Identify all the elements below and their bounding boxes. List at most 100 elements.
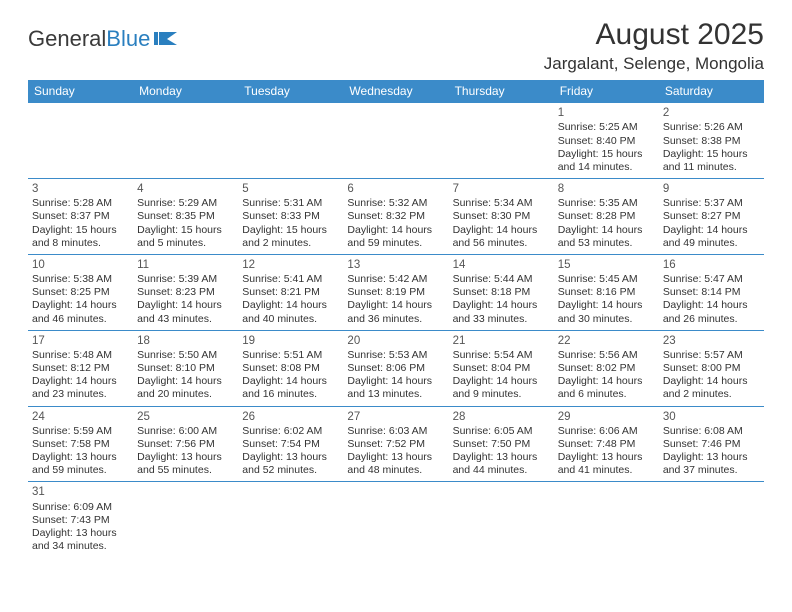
sunset-line: Sunset: 8:40 PM <box>558 135 655 148</box>
sunset-line: Sunset: 8:23 PM <box>137 286 234 299</box>
sunrise-line: Sunrise: 5:32 AM <box>347 197 444 210</box>
day-number: 17 <box>32 334 129 348</box>
daylight-line: Daylight: 14 hours and 40 minutes. <box>242 299 339 325</box>
day-cell: 18Sunrise: 5:50 AMSunset: 8:10 PMDayligh… <box>133 331 238 406</box>
day-header: Monday <box>133 80 238 103</box>
daylight-line: Daylight: 14 hours and 53 minutes. <box>558 224 655 250</box>
sunset-line: Sunset: 8:35 PM <box>137 210 234 223</box>
day-number: 19 <box>242 334 339 348</box>
day-number: 15 <box>558 258 655 272</box>
day-number: 23 <box>663 334 760 348</box>
day-cell: 25Sunrise: 6:00 AMSunset: 7:56 PMDayligh… <box>133 407 238 482</box>
daylight-line: Daylight: 14 hours and 56 minutes. <box>453 224 550 250</box>
empty-cell <box>238 103 343 178</box>
daylight-line: Daylight: 14 hours and 59 minutes. <box>347 224 444 250</box>
sunrise-line: Sunrise: 6:06 AM <box>558 425 655 438</box>
sunrise-line: Sunrise: 5:56 AM <box>558 349 655 362</box>
empty-cell <box>28 103 133 178</box>
day-number: 29 <box>558 410 655 424</box>
sunset-line: Sunset: 7:56 PM <box>137 438 234 451</box>
day-number: 8 <box>558 182 655 196</box>
sunrise-line: Sunrise: 5:35 AM <box>558 197 655 210</box>
empty-cell <box>133 103 238 178</box>
day-cell: 5Sunrise: 5:31 AMSunset: 8:33 PMDaylight… <box>238 179 343 254</box>
sunrise-line: Sunrise: 6:00 AM <box>137 425 234 438</box>
daylight-line: Daylight: 14 hours and 9 minutes. <box>453 375 550 401</box>
sunrise-line: Sunrise: 5:39 AM <box>137 273 234 286</box>
day-cell: 20Sunrise: 5:53 AMSunset: 8:06 PMDayligh… <box>343 331 448 406</box>
sunset-line: Sunset: 8:33 PM <box>242 210 339 223</box>
daylight-line: Daylight: 15 hours and 2 minutes. <box>242 224 339 250</box>
day-number: 7 <box>453 182 550 196</box>
day-number: 4 <box>137 182 234 196</box>
day-cell: 3Sunrise: 5:28 AMSunset: 8:37 PMDaylight… <box>28 179 133 254</box>
sunset-line: Sunset: 7:50 PM <box>453 438 550 451</box>
daylight-line: Daylight: 15 hours and 11 minutes. <box>663 148 760 174</box>
week-row: 24Sunrise: 5:59 AMSunset: 7:58 PMDayligh… <box>28 407 764 483</box>
day-cell: 28Sunrise: 6:05 AMSunset: 7:50 PMDayligh… <box>449 407 554 482</box>
day-number: 27 <box>347 410 444 424</box>
empty-cell <box>554 482 659 557</box>
empty-cell <box>659 482 764 557</box>
sunset-line: Sunset: 8:18 PM <box>453 286 550 299</box>
day-header: Thursday <box>449 80 554 103</box>
page-header: GeneralBlue August 2025 Jargalant, Selen… <box>28 18 764 74</box>
sunset-line: Sunset: 7:54 PM <box>242 438 339 451</box>
sunrise-line: Sunrise: 5:41 AM <box>242 273 339 286</box>
day-cell: 7Sunrise: 5:34 AMSunset: 8:30 PMDaylight… <box>449 179 554 254</box>
sunrise-line: Sunrise: 5:31 AM <box>242 197 339 210</box>
day-cell: 16Sunrise: 5:47 AMSunset: 8:14 PMDayligh… <box>659 255 764 330</box>
sunset-line: Sunset: 8:06 PM <box>347 362 444 375</box>
day-cell: 26Sunrise: 6:02 AMSunset: 7:54 PMDayligh… <box>238 407 343 482</box>
weeks-container: 1Sunrise: 5:25 AMSunset: 8:40 PMDaylight… <box>28 103 764 557</box>
sunrise-line: Sunrise: 5:45 AM <box>558 273 655 286</box>
day-cell: 27Sunrise: 6:03 AMSunset: 7:52 PMDayligh… <box>343 407 448 482</box>
sunrise-line: Sunrise: 5:48 AM <box>32 349 129 362</box>
empty-cell <box>449 482 554 557</box>
day-cell: 4Sunrise: 5:29 AMSunset: 8:35 PMDaylight… <box>133 179 238 254</box>
calendar: SundayMondayTuesdayWednesdayThursdayFrid… <box>28 80 764 557</box>
sunrise-line: Sunrise: 5:26 AM <box>663 121 760 134</box>
week-row: 3Sunrise: 5:28 AMSunset: 8:37 PMDaylight… <box>28 179 764 255</box>
sunset-line: Sunset: 8:21 PM <box>242 286 339 299</box>
sunrise-line: Sunrise: 6:03 AM <box>347 425 444 438</box>
sunset-line: Sunset: 7:46 PM <box>663 438 760 451</box>
daylight-line: Daylight: 13 hours and 55 minutes. <box>137 451 234 477</box>
empty-cell <box>449 103 554 178</box>
day-header: Sunday <box>28 80 133 103</box>
day-number: 5 <box>242 182 339 196</box>
sunset-line: Sunset: 8:37 PM <box>32 210 129 223</box>
day-number: 22 <box>558 334 655 348</box>
day-number: 13 <box>347 258 444 272</box>
sunrise-line: Sunrise: 6:02 AM <box>242 425 339 438</box>
day-cell: 22Sunrise: 5:56 AMSunset: 8:02 PMDayligh… <box>554 331 659 406</box>
sunset-line: Sunset: 8:38 PM <box>663 135 760 148</box>
day-number: 24 <box>32 410 129 424</box>
day-cell: 15Sunrise: 5:45 AMSunset: 8:16 PMDayligh… <box>554 255 659 330</box>
sunset-line: Sunset: 7:58 PM <box>32 438 129 451</box>
empty-cell <box>343 482 448 557</box>
sunset-line: Sunset: 7:48 PM <box>558 438 655 451</box>
daylight-line: Daylight: 13 hours and 34 minutes. <box>32 527 129 553</box>
day-cell: 12Sunrise: 5:41 AMSunset: 8:21 PMDayligh… <box>238 255 343 330</box>
sunset-line: Sunset: 8:19 PM <box>347 286 444 299</box>
week-row: 31Sunrise: 6:09 AMSunset: 7:43 PMDayligh… <box>28 482 764 557</box>
daylight-line: Daylight: 14 hours and 23 minutes. <box>32 375 129 401</box>
day-number: 6 <box>347 182 444 196</box>
day-cell: 6Sunrise: 5:32 AMSunset: 8:32 PMDaylight… <box>343 179 448 254</box>
sunset-line: Sunset: 8:16 PM <box>558 286 655 299</box>
location-line: Jargalant, Selenge, Mongolia <box>544 54 764 74</box>
sunrise-line: Sunrise: 5:53 AM <box>347 349 444 362</box>
sunrise-line: Sunrise: 5:34 AM <box>453 197 550 210</box>
day-number: 10 <box>32 258 129 272</box>
day-number: 1 <box>558 106 655 120</box>
day-cell: 8Sunrise: 5:35 AMSunset: 8:28 PMDaylight… <box>554 179 659 254</box>
sunset-line: Sunset: 7:52 PM <box>347 438 444 451</box>
sunrise-line: Sunrise: 5:57 AM <box>663 349 760 362</box>
daylight-line: Daylight: 14 hours and 26 minutes. <box>663 299 760 325</box>
day-number: 9 <box>663 182 760 196</box>
daylight-line: Daylight: 14 hours and 36 minutes. <box>347 299 444 325</box>
daylight-line: Daylight: 13 hours and 37 minutes. <box>663 451 760 477</box>
sunset-line: Sunset: 8:28 PM <box>558 210 655 223</box>
sunset-line: Sunset: 8:02 PM <box>558 362 655 375</box>
